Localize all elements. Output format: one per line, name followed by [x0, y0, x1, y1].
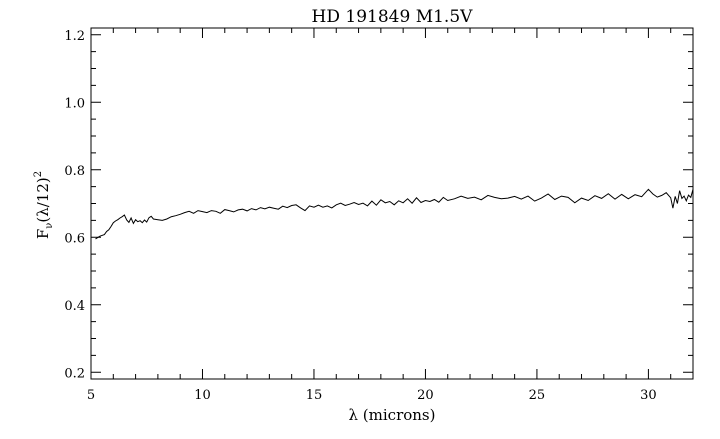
y-tick-label: 0.4	[64, 299, 85, 314]
x-axis-label: λ (microns)	[349, 406, 436, 424]
y-tick-label: 0.6	[64, 231, 85, 246]
y-label-sup: 2	[33, 171, 44, 177]
y-tick-label: 1.2	[64, 29, 85, 44]
y-label-sub: ν	[44, 223, 55, 229]
y-tick-label: 1.0	[64, 96, 85, 111]
chart-title: HD 191849 M1.5V	[312, 7, 474, 27]
x-tick-label: 5	[87, 388, 95, 403]
plot-area: 5 10 15 20 25 30 0.2 0.4 0.6 0.8 1.0 1.2	[64, 27, 694, 403]
y-label-mid: (λ/12)	[34, 177, 52, 222]
x-tick-label: 25	[529, 388, 546, 403]
y-tick-label: 0.8	[64, 164, 85, 179]
y-tick-label: 0.2	[64, 366, 85, 381]
y-label-base: F	[34, 229, 52, 239]
x-tick-label: 10	[194, 388, 211, 403]
x-tick-label: 30	[640, 388, 657, 403]
x-tick-label: 15	[306, 388, 323, 403]
y-axis-label: Fν(λ/12)2	[33, 171, 55, 239]
x-tick-label: 20	[417, 388, 434, 403]
spectrum-line	[95, 188, 694, 240]
